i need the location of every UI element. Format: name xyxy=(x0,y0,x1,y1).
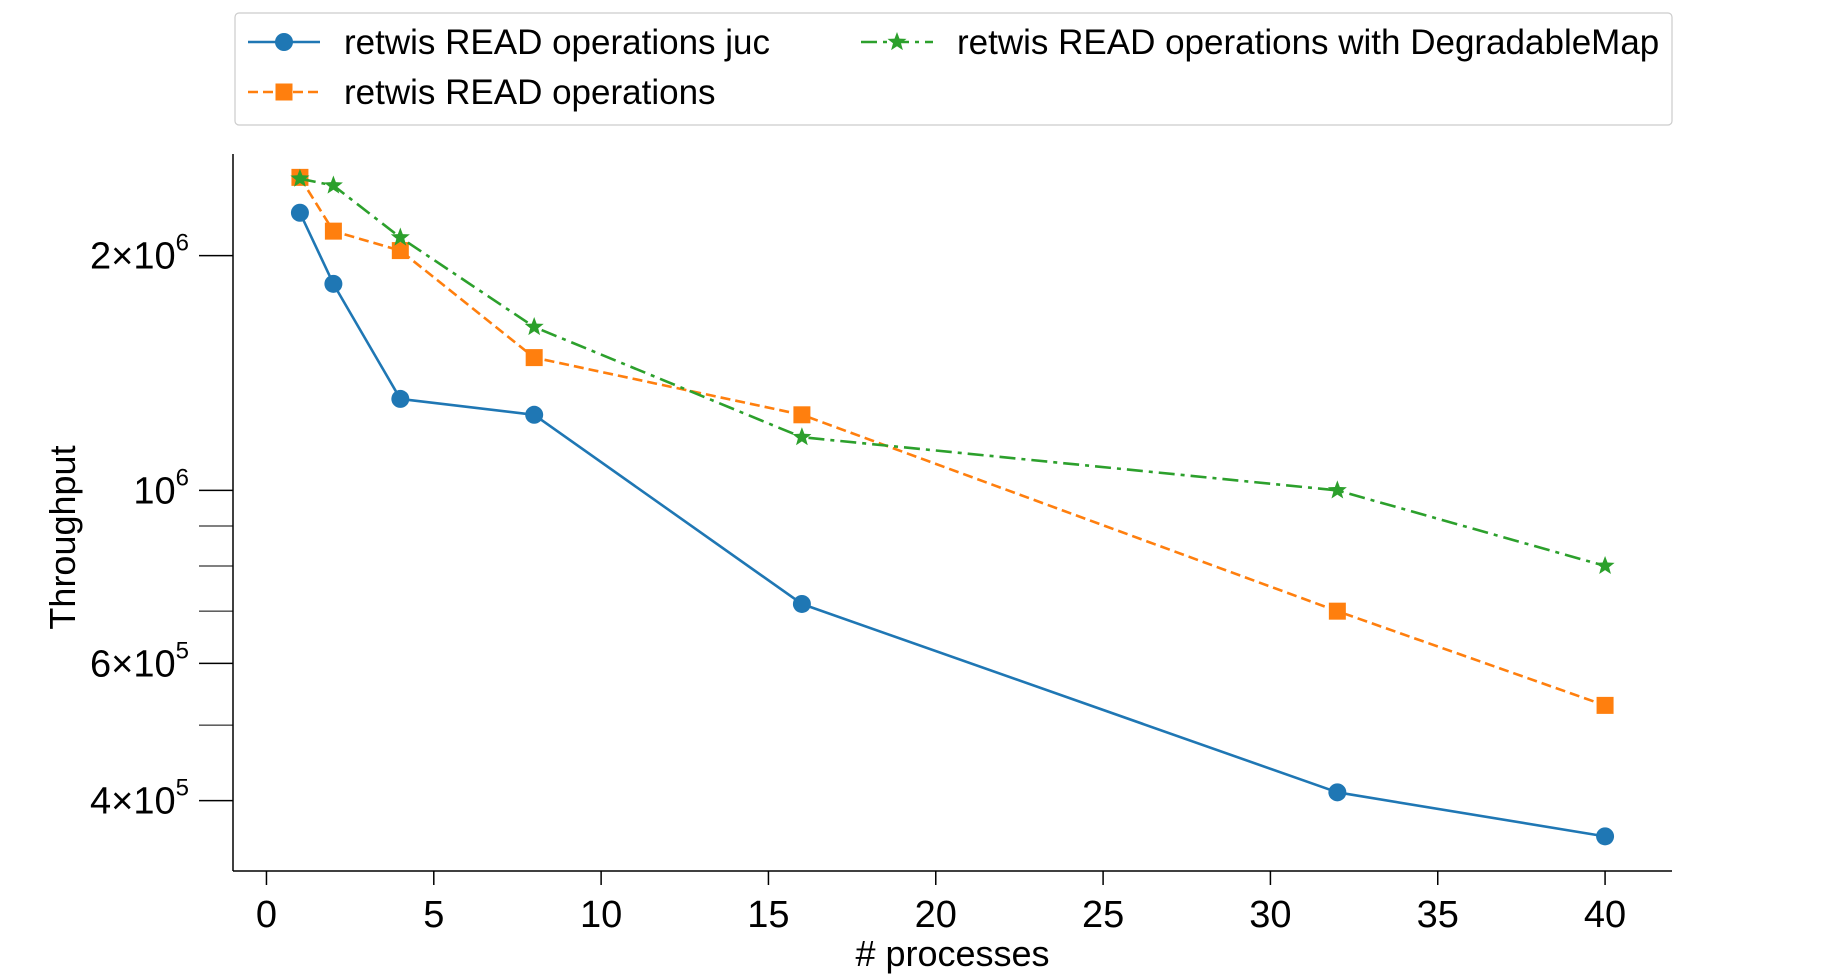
x-tick-label: 0 xyxy=(256,894,277,936)
data-point xyxy=(525,349,543,367)
data-point xyxy=(324,274,343,293)
legend-item-1: retwis READ operations juc xyxy=(248,23,770,62)
x-axis-title: # processes xyxy=(855,933,1049,974)
data-point xyxy=(524,317,544,336)
legend-box xyxy=(234,12,1673,126)
x-tick-label: 40 xyxy=(1584,894,1626,936)
data-point xyxy=(290,168,310,187)
plot-series xyxy=(290,168,1615,846)
x-tick-label: 20 xyxy=(915,894,957,936)
legend: retwis READ operations juc retwis READ op… xyxy=(234,12,1673,126)
data-point xyxy=(324,222,342,240)
series-2 xyxy=(291,168,1614,714)
data-point xyxy=(1327,480,1347,499)
y-axis-title: Throughput xyxy=(42,445,83,629)
series-line xyxy=(298,212,1606,838)
data-point xyxy=(290,203,309,222)
data-point xyxy=(391,389,410,408)
data-point xyxy=(1328,783,1347,802)
legend-marker xyxy=(275,33,293,51)
plot-axes: 0 5 10 15 20 25 30 35 40 4×105 6×105 106 2×106 xyxy=(90,154,1672,936)
data-point xyxy=(525,405,544,424)
series-3 xyxy=(290,168,1615,575)
y-tick-label: 2×106 xyxy=(90,230,189,278)
data-point xyxy=(1596,696,1614,714)
data-point xyxy=(793,406,811,424)
data-point xyxy=(1595,555,1615,575)
x-tick-label: 25 xyxy=(1082,894,1124,936)
legend-marker xyxy=(275,83,293,101)
series-1 xyxy=(290,203,1615,846)
x-tick-label: 30 xyxy=(1249,894,1291,936)
x-tick-label: 10 xyxy=(580,894,622,936)
series-line xyxy=(299,177,1606,568)
legend-label: retwis READ operations with DegradableMa… xyxy=(957,23,1659,62)
legend-label: retwis READ operations xyxy=(344,73,716,112)
y-tick-label: 4×105 xyxy=(90,775,189,823)
legend-marker xyxy=(887,32,907,51)
legend-item-2: retwis READ operations xyxy=(248,73,716,112)
data-point xyxy=(1328,602,1346,620)
data-point xyxy=(1596,827,1615,846)
y-tick-label: 6×105 xyxy=(90,637,189,685)
y-tick-label: 106 xyxy=(133,464,189,512)
legend-item-3: retwis READ operations with DegradableMa… xyxy=(861,23,1659,62)
legend-label: retwis READ operations juc xyxy=(344,23,770,62)
x-tick-label: 35 xyxy=(1417,894,1459,936)
x-tick-label: 5 xyxy=(423,894,444,936)
data-point xyxy=(391,242,409,260)
data-point xyxy=(323,175,343,194)
x-tick-label: 15 xyxy=(747,894,789,936)
series-line xyxy=(298,176,1606,707)
data-point xyxy=(792,594,811,613)
data-point xyxy=(792,427,812,446)
data-point xyxy=(390,227,410,246)
